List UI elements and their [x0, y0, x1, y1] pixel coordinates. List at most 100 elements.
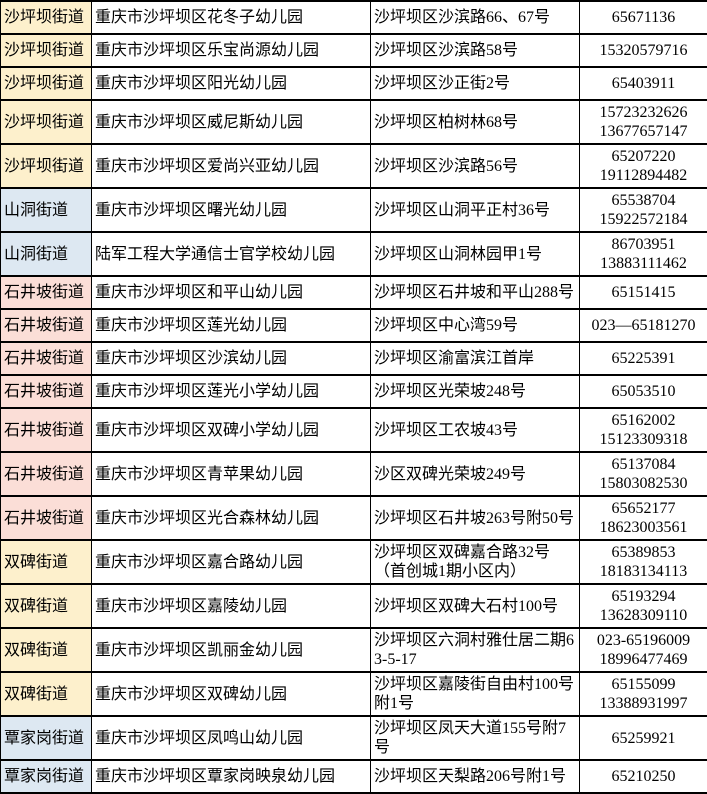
- phone-cell: 65671136: [580, 1, 707, 34]
- phone-cell: 65162002 15123309318: [580, 408, 707, 452]
- kindergarten-name-cell: 重庆市沙坪坝区光合森林幼儿园: [92, 496, 371, 540]
- phone-cell: 65151415: [580, 276, 707, 309]
- street-cell: 山洞街道: [1, 188, 92, 232]
- street-cell: 双碑街道: [1, 672, 92, 716]
- address-cell: 沙坪坝区柏树林68号: [371, 100, 580, 144]
- address-cell: 沙坪坝区渝富滨江首岸: [371, 342, 580, 375]
- kindergarten-name-cell: 重庆市沙坪坝区花冬子幼儿园: [92, 1, 371, 34]
- kindergarten-name-cell: 重庆市沙坪坝区双碑幼儿园: [92, 672, 371, 716]
- street-cell: 覃家岗街道: [1, 760, 92, 793]
- address-cell: 沙坪坝区嘉陵街自由村100号附1号: [371, 672, 580, 716]
- phone-cell: 15320579716: [580, 34, 707, 67]
- street-cell: 双碑街道: [1, 628, 92, 672]
- street-cell: 沙坪坝街道: [1, 67, 92, 100]
- address-cell: 沙区双碑光荣坡249号: [371, 452, 580, 496]
- kindergarten-name-cell: 陆军工程大学通信士官学校幼儿园: [92, 232, 371, 276]
- street-cell: 沙坪坝街道: [1, 144, 92, 188]
- phone-cell: 65193294 13628309110: [580, 584, 707, 628]
- street-cell: 覃家岗街道: [1, 716, 92, 760]
- address-cell: 沙坪坝区中心湾59号: [371, 309, 580, 342]
- street-cell: 山洞街道: [1, 232, 92, 276]
- phone-cell: 65137084 15803082530: [580, 452, 707, 496]
- address-cell: 沙坪坝区石井坡和平山288号: [371, 276, 580, 309]
- kindergarten-name-cell: 重庆市沙坪坝区莲光幼儿园: [92, 309, 371, 342]
- kindergarten-name-cell: 重庆市沙坪坝区爱尚兴亚幼儿园: [92, 144, 371, 188]
- kindergarten-name-cell: 重庆市沙坪坝区嘉陵幼儿园: [92, 584, 371, 628]
- address-cell: 沙坪坝区沙滨路66、67号: [371, 1, 580, 34]
- address-cell: 沙坪坝区双碑大石村100号: [371, 584, 580, 628]
- street-cell: 石井坡街道: [1, 496, 92, 540]
- phone-cell: 65403911: [580, 67, 707, 100]
- street-cell: 沙坪坝街道: [1, 1, 92, 34]
- phone-cell: 65259921: [580, 716, 707, 760]
- street-cell: 沙坪坝街道: [1, 34, 92, 67]
- kindergarten-name-cell: 重庆市沙坪坝区莲光小学幼儿园: [92, 375, 371, 408]
- kindergarten-name-cell: 重庆市沙坪坝区嘉合路幼儿园: [92, 540, 371, 584]
- kindergarten-name-cell: 重庆市沙坪坝区阳光幼儿园: [92, 67, 371, 100]
- phone-cell: 65155099 13388931997: [580, 672, 707, 716]
- phone-cell: 15723232626 13677657147: [580, 100, 707, 144]
- kindergarten-name-cell: 重庆市沙坪坝区凤鸣山幼儿园: [92, 716, 371, 760]
- street-cell: 石井坡街道: [1, 408, 92, 452]
- phone-cell: 023—65181270: [580, 309, 707, 342]
- address-cell: 沙坪坝区光荣坡248号: [371, 375, 580, 408]
- kindergarten-name-cell: 重庆市沙坪坝区曙光幼儿园: [92, 188, 371, 232]
- address-cell: 沙坪坝区凤天大道155号附7号: [371, 716, 580, 760]
- kindergarten-name-cell: 重庆市沙坪坝区和平山幼儿园: [92, 276, 371, 309]
- phone-cell: 65538704 15922572184: [580, 188, 707, 232]
- phone-cell: 65225391: [580, 342, 707, 375]
- street-cell: 石井坡街道: [1, 452, 92, 496]
- street-cell: 沙坪坝街道: [1, 100, 92, 144]
- address-cell: 沙坪坝区双碑嘉合路32号（首创城1期小区内）: [371, 540, 580, 584]
- address-cell: 沙坪坝区沙滨路58号: [371, 34, 580, 67]
- kindergarten-name-cell: 重庆市沙坪坝区双碑小学幼儿园: [92, 408, 371, 452]
- address-cell: 沙坪坝区山洞平正村36号: [371, 188, 580, 232]
- kindergarten-name-cell: 重庆市沙坪坝区青苹果幼儿园: [92, 452, 371, 496]
- kindergarten-name-cell: 重庆市沙坪坝区覃家岗映泉幼儿园: [92, 760, 371, 793]
- phone-cell: 65652177 18623003561: [580, 496, 707, 540]
- kindergarten-name-cell: 重庆市沙坪坝区凯丽金幼儿园: [92, 628, 371, 672]
- address-cell: 沙坪坝区沙滨路56号: [371, 144, 580, 188]
- address-cell: 沙坪坝区山洞林园甲1号: [371, 232, 580, 276]
- street-cell: 石井坡街道: [1, 375, 92, 408]
- street-cell: 双碑街道: [1, 540, 92, 584]
- street-cell: 石井坡街道: [1, 342, 92, 375]
- address-cell: 沙坪坝区天梨路206号附1号: [371, 760, 580, 793]
- address-cell: 沙坪坝区工农坡43号: [371, 408, 580, 452]
- address-cell: 沙坪坝区六洞村雅仕居二期63-5-17: [371, 628, 580, 672]
- kindergarten-name-cell: 重庆市沙坪坝区威尼斯幼儿园: [92, 100, 371, 144]
- phone-cell: 65389853 18183134113: [580, 540, 707, 584]
- phone-cell: 023-65196009 18996477469: [580, 628, 707, 672]
- kindergarten-name-cell: 重庆市沙坪坝区乐宝尚源幼儿园: [92, 34, 371, 67]
- phone-cell: 65210250: [580, 760, 707, 793]
- address-cell: 沙坪坝区沙正街2号: [371, 67, 580, 100]
- street-cell: 石井坡街道: [1, 309, 92, 342]
- phone-cell: 65053510: [580, 375, 707, 408]
- phone-cell: 65207220 19112894482: [580, 144, 707, 188]
- table-row: 双碑街道重庆市沙坪坝区嘉合路幼儿园沙坪坝区双碑嘉合路32号（首创城1期小区内）6…: [1, 540, 707, 584]
- street-cell: 双碑街道: [1, 584, 92, 628]
- address-cell: 沙坪坝区石井坡263号附50号: [371, 496, 580, 540]
- kindergarten-name-cell: 重庆市沙坪坝区沙滨幼儿园: [92, 342, 371, 375]
- phone-cell: 86703951 13883111462: [580, 232, 707, 276]
